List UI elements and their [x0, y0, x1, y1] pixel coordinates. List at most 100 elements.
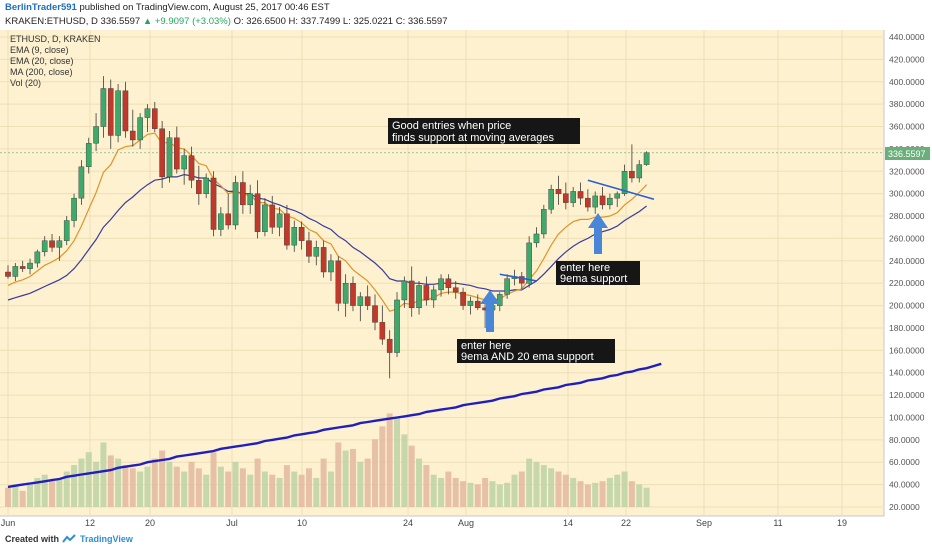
- volume-bar: [107, 455, 114, 507]
- candle-body: [350, 282, 356, 306]
- x-tick-label: 10: [297, 518, 307, 528]
- y-tick-label: 20.0000: [889, 502, 920, 512]
- candle-body: [49, 240, 55, 248]
- y-tick-label: 320.0000: [889, 166, 925, 176]
- volume-bar: [137, 471, 144, 507]
- annotation-good-entries[interactable]: Good entries when price finds support at…: [388, 118, 580, 144]
- candle-body: [291, 227, 298, 246]
- candle-body: [262, 204, 268, 232]
- candle-body: [129, 130, 136, 141]
- volume-bar: [438, 477, 445, 507]
- volume-bar: [474, 484, 481, 507]
- tradingview-brand[interactable]: TradingView: [80, 534, 133, 544]
- volume-bar: [56, 479, 63, 507]
- annotation-text: enter here: [560, 262, 610, 274]
- volume-bar: [416, 458, 423, 507]
- candle-body: [115, 90, 121, 136]
- legend-symbol: ETHUSD, D, KRAKEN: [10, 34, 101, 44]
- candle-body: [78, 166, 85, 199]
- volume-bar: [349, 448, 356, 507]
- symbol-label: KRAKEN:ETHUSD, D: [5, 16, 98, 27]
- x-tick-label: 22: [621, 518, 631, 528]
- legend-ma200: MA (200, close): [10, 67, 73, 77]
- last-price-value: 336.5597: [888, 149, 926, 159]
- legend-ema20: EMA (20, close): [10, 56, 74, 66]
- volume-bar: [364, 458, 371, 507]
- ema20-line: [7, 173, 647, 301]
- annotation-box: [556, 261, 640, 285]
- volume-bar: [225, 471, 232, 507]
- x-tick-label: 12: [85, 518, 95, 528]
- volume-bar: [562, 474, 569, 507]
- candle-body: [276, 213, 283, 228]
- volume-bar: [34, 477, 41, 507]
- candle-body: [100, 88, 107, 127]
- volume-bar: [555, 471, 562, 507]
- volume-bar: [628, 481, 635, 507]
- candle-body: [592, 195, 598, 208]
- candle-body: [269, 204, 276, 228]
- candle-body: [474, 300, 481, 309]
- candle-body: [174, 137, 180, 170]
- arrow-up-icon[interactable]: [480, 290, 500, 332]
- volume-bar: [291, 471, 298, 507]
- candle-body: [328, 260, 334, 273]
- volume-bar: [159, 450, 166, 507]
- volume-bar: [643, 487, 650, 507]
- x-tick-label: Sep: [696, 518, 712, 528]
- candle-body: [196, 180, 202, 194]
- y-tick-label: 440.0000: [889, 32, 925, 42]
- annotation-text: enter here: [461, 340, 511, 352]
- volume-bar: [636, 484, 643, 507]
- candle-body: [445, 278, 452, 288]
- volume-bar: [584, 484, 591, 507]
- candle-body: [372, 305, 378, 323]
- x-tick-label: 11: [773, 518, 782, 528]
- volume-bar: [342, 450, 349, 507]
- candle-body: [357, 296, 364, 306]
- volume-bar: [85, 452, 92, 507]
- candle-body: [203, 177, 209, 194]
- annotation-9ema-20ema[interactable]: enter here 9ema AND 20 ema support: [457, 339, 615, 363]
- last-price-marker: 336.5597: [885, 147, 930, 160]
- x-tick-label: Jun: [1, 518, 16, 528]
- candle-body: [298, 227, 305, 241]
- author-name[interactable]: BerlinTrader591: [5, 2, 77, 13]
- volume-bar: [592, 482, 599, 507]
- axis-ticks: 20.0000 40.0000 60.0000 80.0000 100.0000 120.…: [1, 32, 925, 528]
- volume-bar: [526, 458, 533, 507]
- y-tick-label: 260.0000: [889, 233, 925, 243]
- x-tick-label: Jul: [226, 518, 238, 528]
- volume-bar: [379, 426, 386, 507]
- arrow-up-icon[interactable]: [588, 213, 608, 254]
- annotation-box: [457, 339, 615, 363]
- volume-bar: [467, 482, 474, 507]
- annotation-9ema[interactable]: enter here 9ema support: [556, 261, 640, 285]
- volume-bar: [122, 465, 129, 507]
- created-with-label: Created with: [5, 534, 60, 544]
- volume-bar: [614, 474, 621, 507]
- price-chart[interactable]: 20.0000 40.0000 60.0000 80.0000 100.0000 120.…: [0, 30, 932, 530]
- y-tick-label: 40.0000: [889, 480, 920, 490]
- indicator-legend[interactable]: ETHUSD, D, KRAKEN EMA (9, close) EMA (20…: [10, 34, 101, 89]
- candle-body: [585, 197, 591, 208]
- candle-body: [166, 137, 173, 178]
- y-tick-label: 360.0000: [889, 122, 925, 132]
- candle-body: [452, 287, 459, 293]
- price-scale[interactable]: [884, 30, 932, 516]
- volume-bar: [195, 468, 202, 507]
- volume-bar: [71, 465, 78, 507]
- candle-body: [401, 280, 408, 301]
- price-change: ▲ +9.9097 (+3.03%): [142, 16, 231, 27]
- volume-bar: [232, 461, 239, 507]
- volume-bar: [115, 458, 122, 507]
- candle-body: [394, 299, 400, 353]
- candle-body: [621, 171, 628, 194]
- volume-bar: [496, 484, 503, 507]
- volume-bar: [276, 477, 283, 507]
- y-tick-label: 120.0000: [889, 390, 925, 400]
- volume-bar: [430, 474, 437, 507]
- y-tick-label: 200.0000: [889, 301, 925, 311]
- candle-body: [438, 278, 444, 291]
- volume-bar: [621, 471, 628, 507]
